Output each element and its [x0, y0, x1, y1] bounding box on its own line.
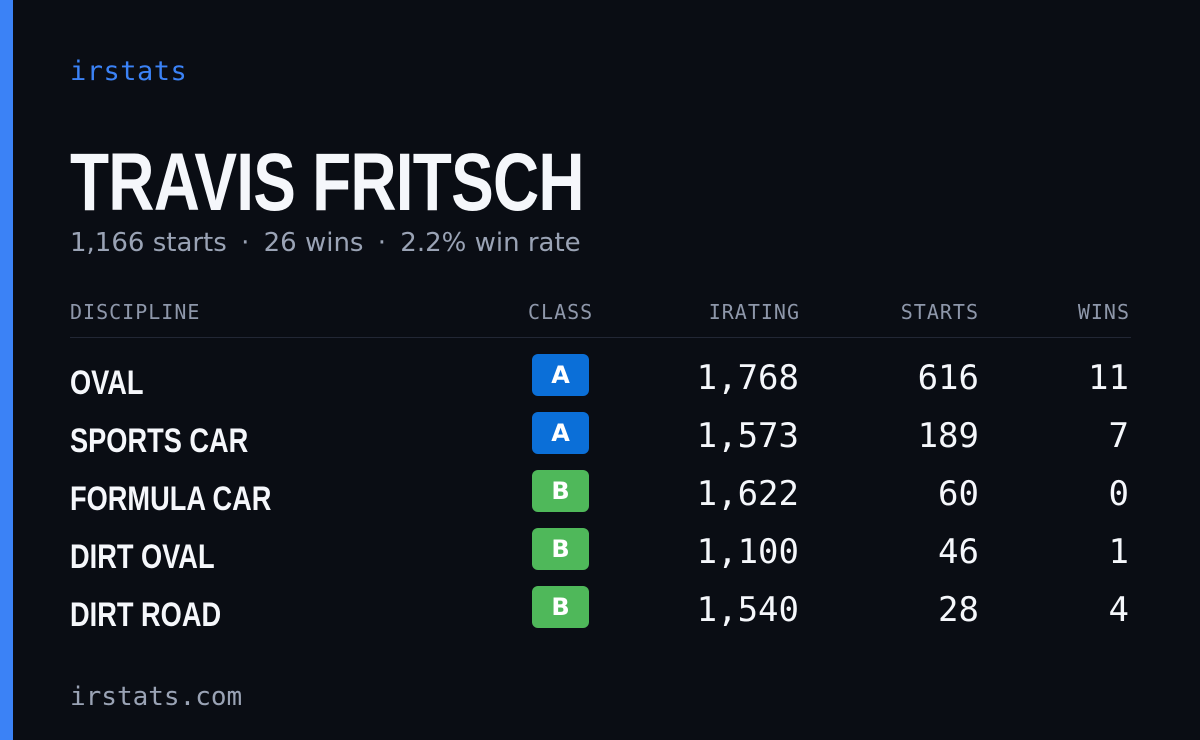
wins-value: 0: [1108, 474, 1129, 514]
wins-value: 7: [1108, 416, 1129, 456]
discipline-name: OVAL: [70, 364, 144, 402]
irating-value: 1,622: [696, 474, 799, 514]
brand-logo-text[interactable]: irstats: [70, 56, 188, 87]
starts-value: 616: [917, 358, 979, 398]
header-irating: IRATING: [708, 300, 800, 324]
class-badge: B: [532, 470, 589, 512]
irating-value: 1,573: [696, 416, 799, 456]
footer-url[interactable]: irstats.com: [70, 682, 243, 712]
discipline-name: FORMULA CAR: [70, 480, 272, 518]
discipline-name: DIRT ROAD: [70, 596, 222, 634]
irating-value: 1,540: [696, 590, 799, 630]
starts-value: 189: [917, 416, 979, 456]
class-badge: A: [532, 412, 589, 454]
header-discipline: DISCIPLINE: [70, 300, 201, 324]
irating-value: 1,100: [696, 532, 799, 572]
header-class: CLASS: [528, 300, 594, 324]
starts-value: 46: [938, 532, 979, 572]
wins-value: 4: [1108, 590, 1129, 630]
discipline-name: DIRT OVAL: [70, 538, 215, 576]
header-starts: STARTS: [900, 300, 979, 324]
win-rate-summary: 2.2% win rate: [400, 228, 581, 258]
wins-value: 11: [1088, 358, 1129, 398]
table-row: DIRT OVAL B 1,100 46 1: [70, 528, 1131, 586]
starts-value: 28: [938, 590, 979, 630]
table-row: FORMULA CAR B 1,622 60 0: [70, 470, 1131, 528]
table-body: OVAL A 1,768 616 11 SPORTS CAR A 1,573 1…: [70, 354, 1131, 644]
class-badge: B: [532, 586, 589, 628]
table-header: DISCIPLINE CLASS IRATING STARTS WINS: [70, 298, 1131, 338]
discipline-name: SPORTS CAR: [70, 422, 249, 460]
discipline-table: DISCIPLINE CLASS IRATING STARTS WINS OVA…: [70, 298, 1131, 634]
irating-value: 1,768: [696, 358, 799, 398]
separator-dot: ·: [241, 228, 250, 258]
player-summary: 1,166 starts · 26 wins · 2.2% win rate: [70, 228, 581, 258]
table-row: SPORTS CAR A 1,573 189 7: [70, 412, 1131, 470]
class-badge: B: [532, 528, 589, 570]
player-name: TRAVIS FRITSCH: [70, 137, 585, 228]
accent-bar: [0, 0, 13, 740]
starts-summary: 1,166 starts: [70, 228, 227, 258]
wins-value: 1: [1108, 532, 1129, 572]
wins-summary: 26 wins: [263, 228, 364, 258]
starts-value: 60: [938, 474, 979, 514]
class-badge: A: [532, 354, 589, 396]
table-row: DIRT ROAD B 1,540 28 4: [70, 586, 1131, 644]
header-wins: WINS: [1077, 300, 1130, 324]
separator-dot: ·: [377, 228, 387, 258]
table-row: OVAL A 1,768 616 11: [70, 354, 1131, 412]
